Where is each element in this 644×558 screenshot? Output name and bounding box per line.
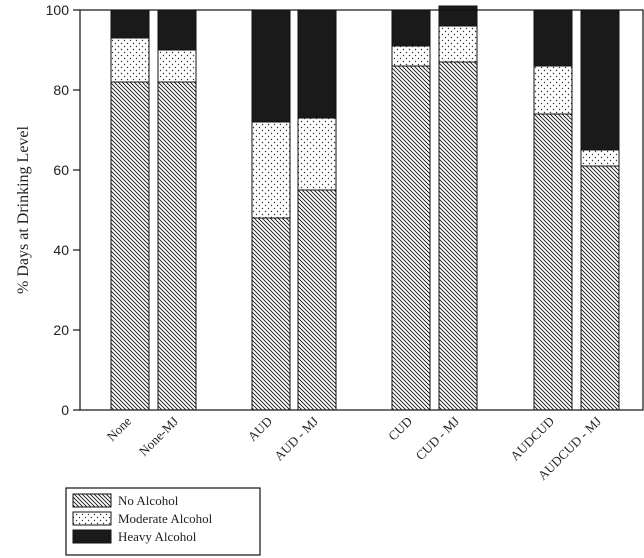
bar-segment-no-alcohol: [438, 61, 478, 411]
y-tick-label: 80: [53, 82, 69, 98]
bar-segment-no-alcohol: [110, 81, 150, 411]
bar-segment-moderate-alcohol: [297, 117, 337, 191]
bar-segment-no-alcohol: [297, 189, 337, 411]
x-tick-label: AUDCUD: [507, 414, 557, 464]
legend-swatch: [72, 511, 112, 526]
legend-swatch: [72, 529, 112, 544]
bar-segment-moderate-alcohol: [110, 37, 150, 83]
x-tick-label: CUD: [385, 414, 415, 444]
y-tick-label: 40: [53, 242, 69, 258]
bar-segment-heavy-alcohol: [438, 5, 478, 27]
bar-segment-no-alcohol: [580, 165, 620, 411]
legend-label: No Alcohol: [118, 493, 179, 508]
bar-segment-no-alcohol: [533, 113, 573, 411]
y-tick-label: 0: [61, 402, 69, 418]
legend-swatch: [72, 493, 112, 508]
legend-label: Moderate Alcohol: [118, 511, 213, 526]
bar-segment-no-alcohol: [391, 65, 431, 411]
bar-segment-moderate-alcohol: [438, 25, 478, 63]
bar-segment-no-alcohol: [251, 217, 291, 411]
x-tick-label: AUD - MJ: [271, 414, 321, 464]
y-axis-title: % Days at Drinking Level: [15, 125, 32, 294]
x-tick-label: AUD: [245, 414, 276, 445]
bar-segment-heavy-alcohol: [251, 9, 291, 123]
legend-box: [65, 487, 261, 556]
y-tick-label: 60: [53, 162, 69, 178]
bar-segment-heavy-alcohol: [391, 9, 431, 47]
bar-segment-heavy-alcohol: [110, 9, 150, 39]
bar-segment-heavy-alcohol: [297, 9, 337, 119]
bar-segment-moderate-alcohol: [157, 49, 197, 83]
bar-segment-moderate-alcohol: [580, 149, 620, 167]
y-tick-label: 20: [53, 322, 69, 338]
bar-segment-moderate-alcohol: [391, 45, 431, 67]
bar-segment-heavy-alcohol: [533, 9, 573, 67]
bar-segment-no-alcohol: [157, 81, 197, 411]
bar-segment-moderate-alcohol: [251, 121, 291, 219]
x-tick-label: CUD - MJ: [413, 414, 462, 463]
x-tick-label: None-MJ: [136, 414, 181, 459]
bar-segment-moderate-alcohol: [533, 65, 573, 115]
legend-label: Heavy Alcohol: [118, 529, 197, 544]
bar-segment-heavy-alcohol: [580, 9, 620, 151]
plot-frame: [79, 9, 644, 411]
y-tick-label: 100: [46, 2, 70, 18]
bar-segment-heavy-alcohol: [157, 9, 197, 51]
x-tick-label: None: [104, 413, 135, 444]
